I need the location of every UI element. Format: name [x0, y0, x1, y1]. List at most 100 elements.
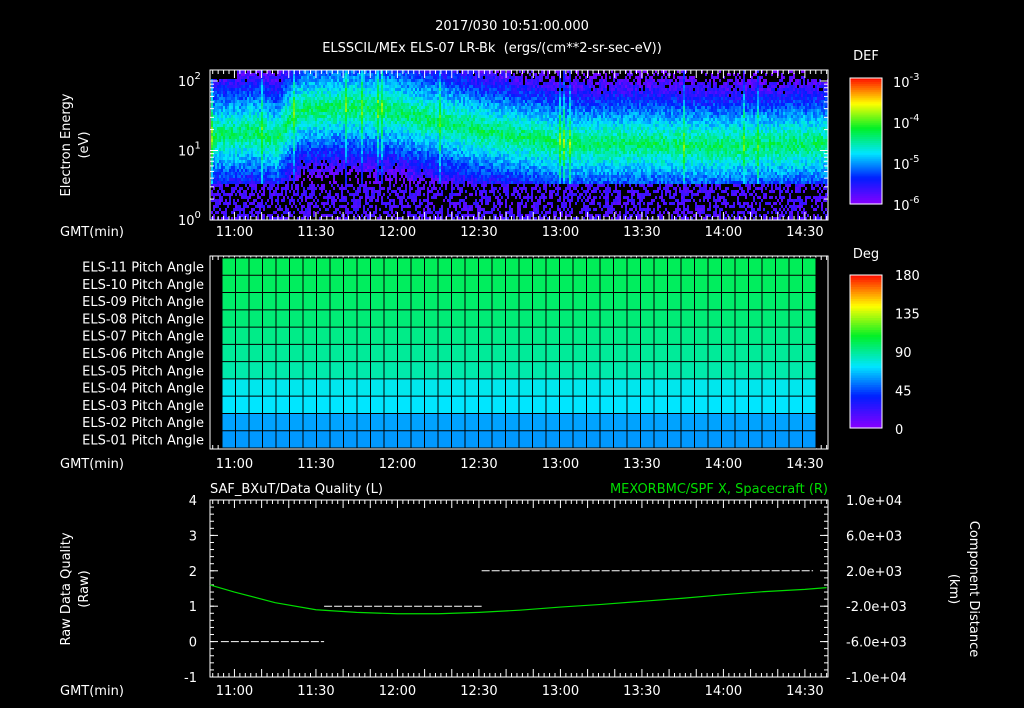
deg-colorbar-cell — [850, 423, 882, 427]
deg-colorbar-cell — [850, 406, 882, 410]
quality-ylabel: (Raw) — [77, 570, 92, 608]
deg-colorbar-cell — [850, 380, 882, 384]
deg-colorbar-cell — [850, 346, 882, 350]
def-colorbar-cell — [850, 198, 882, 201]
deg-colorbar-cell — [850, 401, 882, 405]
time-tick-label: 13:00 — [542, 225, 579, 240]
energy-ytick-label-exp: 0 — [195, 210, 201, 221]
def-colorbar-cell — [850, 129, 882, 132]
time-tick-label: 13:00 — [542, 457, 579, 472]
deg-colorbar-cell — [850, 399, 882, 403]
time-tick-label: 12:30 — [460, 684, 497, 699]
def-colorbar-cell — [850, 146, 882, 150]
deg-colorbar-label: 45 — [895, 385, 912, 400]
def-colorbar-cell — [850, 125, 882, 128]
deg-colorbar-cell — [850, 418, 882, 422]
def-colorbar-label: 10-3 — [893, 72, 920, 91]
deg-colorbar-cell — [850, 322, 882, 326]
time-tick-label: 11:30 — [297, 225, 334, 240]
deg-colorbar-cell — [850, 303, 882, 307]
time-tick-label: 11:30 — [297, 684, 334, 699]
deg-colorbar-cell — [850, 361, 882, 365]
def-colorbar-label-exp: -4 — [910, 113, 920, 124]
def-colorbar-border — [849, 77, 883, 205]
deg-colorbar-label: 135 — [895, 308, 920, 323]
def-colorbar-label-exp: -6 — [910, 195, 920, 206]
pitch-row-label: ELS-09 Pitch Angle — [82, 295, 204, 310]
def-colorbar-label: 10-4 — [893, 113, 920, 132]
def-colorbar-cell — [850, 194, 882, 197]
deg-colorbar-cell — [850, 339, 882, 343]
time-tick-label: 11:30 — [297, 457, 334, 472]
pitch-row-label: ELS-05 Pitch Angle — [82, 364, 204, 379]
deg-colorbar-cell — [850, 368, 882, 372]
def-colorbar-cell — [850, 142, 882, 146]
def-colorbar-cell — [850, 115, 882, 118]
deg-colorbar — [850, 275, 882, 429]
def-colorbar-cell — [850, 174, 882, 178]
pitch-row-label: ELS-02 Pitch Angle — [82, 416, 204, 431]
deg-colorbar-cell — [850, 306, 882, 310]
def-colorbar-cell — [850, 87, 882, 91]
deg-colorbar-cell — [850, 353, 882, 357]
quality-title-left: SAF_BXuT/Data Quality (L) — [210, 482, 383, 497]
right-ytick-label: 1.0e+04 — [846, 494, 902, 509]
def-colorbar-cell — [850, 131, 882, 134]
energy-ylabel: Electron Energy — [59, 93, 74, 196]
def-colorbar-cell — [850, 164, 882, 168]
def-colorbar-cell — [850, 200, 882, 203]
pitch-row-label: ELS-04 Pitch Angle — [82, 382, 204, 397]
deg-colorbar-cell — [850, 351, 882, 355]
time-tick-label: 14:30 — [786, 457, 823, 472]
spf-x-line — [209, 584, 827, 615]
distance-ylabel: (km) — [946, 574, 961, 604]
def-colorbar-cell — [850, 192, 882, 195]
deg-colorbar-cell — [850, 349, 882, 353]
def-colorbar-label: 10-6 — [893, 195, 920, 214]
deg-colorbar-cell — [850, 341, 882, 345]
def-colorbar-cell — [850, 139, 882, 142]
deg-colorbar-cell — [850, 425, 882, 429]
deg-colorbar-title: Deg — [853, 247, 879, 262]
deg-colorbar-cell — [850, 370, 882, 374]
deg-colorbar-cell — [850, 320, 882, 324]
def-colorbar-cell — [850, 99, 882, 103]
deg-colorbar-cell — [850, 377, 882, 381]
deg-colorbar-cell — [850, 318, 882, 322]
def-colorbar-cell — [850, 119, 882, 122]
def-colorbar-cell — [850, 182, 882, 185]
def-colorbar-cell — [850, 168, 882, 172]
def-colorbar-cell — [850, 150, 882, 154]
time-tick-label: 14:00 — [705, 225, 742, 240]
deg-colorbar-cell — [850, 337, 882, 341]
time-tick-label: 13:30 — [623, 684, 660, 699]
def-colorbar-cell — [850, 113, 882, 117]
distance-ylabel: Component Distance — [966, 521, 981, 657]
def-colorbar-cell — [850, 144, 882, 148]
pitch-row-label: ELS-10 Pitch Angle — [82, 278, 204, 293]
def-colorbar-cell — [850, 105, 882, 109]
def-colorbar-cell — [850, 141, 882, 144]
deg-colorbar-cell — [850, 382, 882, 386]
deg-colorbar-cell — [850, 325, 882, 329]
def-colorbar-cell — [850, 103, 882, 107]
deg-colorbar-cell — [850, 334, 882, 338]
def-colorbar-label-exp: -3 — [910, 72, 920, 83]
quality-title-right: MEXORBMC/SPF X, Spacecraft (R) — [610, 482, 828, 497]
energy-ytick-label: 100 — [178, 210, 201, 229]
quality-panel-frame — [209, 499, 829, 678]
right-ytick-label: 2.0e+03 — [846, 565, 902, 580]
deg-colorbar-label: 180 — [895, 269, 920, 284]
time-tick-label: 14:00 — [705, 684, 742, 699]
time-axis-label: GMT(min) — [60, 684, 124, 699]
deg-colorbar-cell — [850, 356, 882, 360]
deg-colorbar-cell — [850, 392, 882, 396]
def-colorbar-cell — [850, 184, 882, 187]
time-tick-label: 13:30 — [623, 225, 660, 240]
deg-colorbar-cell — [850, 277, 882, 281]
time-tick-label: 12:30 — [460, 225, 497, 240]
deg-colorbar-cell — [850, 387, 882, 391]
left-ytick-label: -1 — [184, 671, 197, 686]
def-colorbar-cell — [850, 158, 882, 162]
def-colorbar-cell — [850, 170, 882, 174]
